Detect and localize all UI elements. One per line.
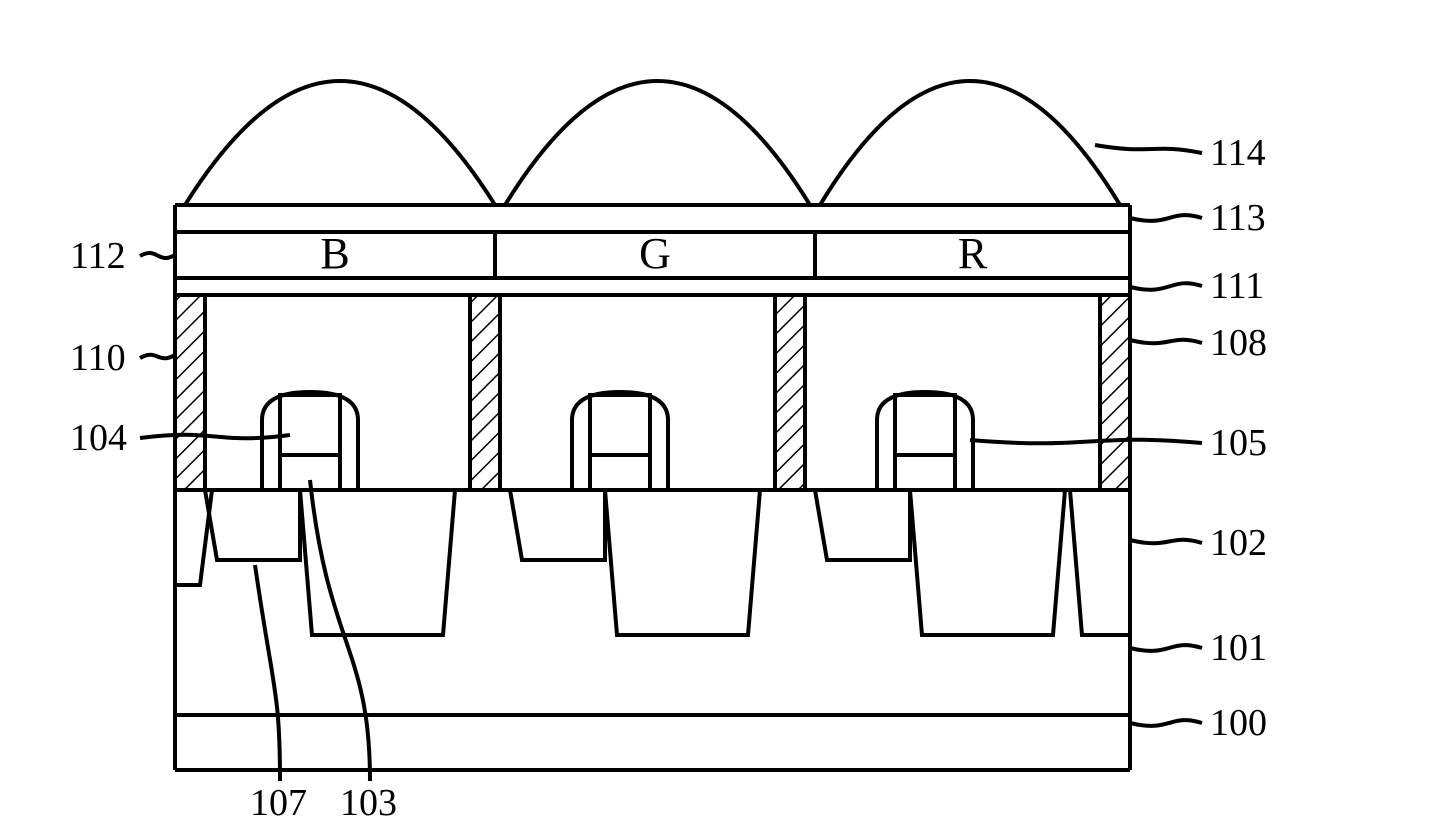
leader-101 — [1130, 645, 1202, 651]
leader-108 — [1130, 340, 1202, 344]
microlens — [185, 81, 495, 205]
color-filter-label-r: R — [958, 229, 988, 278]
ref-label-114: 114 — [1210, 132, 1266, 174]
cross-section-diagram: B G R 114 113 111 108 105 102 101 100 112 110 104 107 1… — [0, 0, 1440, 825]
leader-104 — [140, 435, 290, 439]
leader-113 — [1130, 215, 1202, 221]
well-deep — [910, 490, 1065, 635]
ref-label-104: 104 — [70, 417, 127, 459]
microlens — [505, 81, 810, 205]
metal-shield — [175, 295, 205, 490]
ref-label-107: 107 — [250, 782, 307, 824]
metal-shield — [775, 295, 805, 490]
ref-label-112: 112 — [70, 235, 126, 277]
metal-shield — [1100, 295, 1130, 490]
ref-label-111: 111 — [1210, 265, 1264, 307]
ref-label-113: 113 — [1210, 197, 1266, 239]
leader-105 — [970, 440, 1202, 444]
leader-100 — [1130, 720, 1202, 726]
metal-shield — [470, 295, 500, 490]
well-deep — [605, 490, 760, 635]
ref-label-102: 102 — [1210, 522, 1267, 564]
leader-107 — [255, 565, 280, 781]
color-filter-label-g: G — [639, 229, 671, 278]
leader-112 — [140, 253, 175, 258]
well-shallow — [205, 490, 300, 560]
ref-label-100: 100 — [1210, 702, 1267, 744]
ref-label-103: 103 — [340, 782, 397, 824]
ref-label-101: 101 — [1210, 627, 1267, 669]
leader-103 — [310, 480, 370, 781]
leader-114 — [1095, 145, 1202, 153]
ref-label-105: 105 — [1210, 422, 1267, 464]
ref-label-108: 108 — [1210, 322, 1267, 364]
gate-stack — [895, 395, 955, 490]
color-filter-label-b: B — [320, 229, 349, 278]
well-shallow — [510, 490, 605, 560]
well-shallow — [815, 490, 910, 560]
leader-111 — [1130, 283, 1202, 290]
leader-110 — [140, 355, 175, 359]
leader-102 — [1130, 540, 1202, 544]
gate-stack — [280, 395, 340, 490]
ref-label-110: 110 — [70, 337, 126, 379]
gate-stack — [590, 395, 650, 490]
microlens — [820, 81, 1120, 205]
